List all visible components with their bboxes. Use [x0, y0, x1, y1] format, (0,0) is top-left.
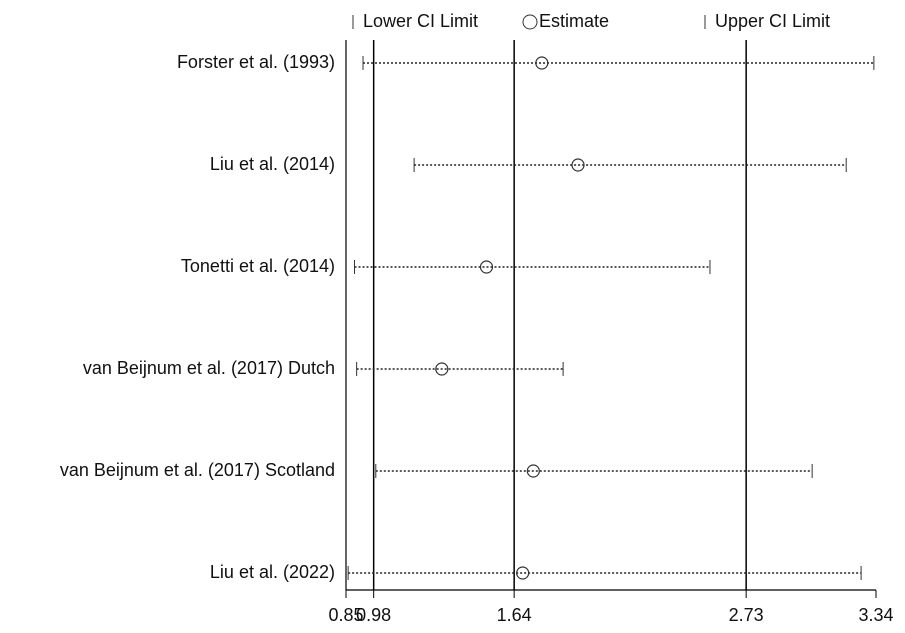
category-label: Tonetti et al. (2014) — [181, 256, 335, 276]
category-label: Liu et al. (2014) — [210, 154, 335, 174]
estimate-mark — [516, 566, 530, 580]
estimate-mark — [571, 158, 585, 172]
x-tick-label: 1.64 — [497, 605, 532, 625]
estimate-mark — [535, 56, 549, 70]
x-tick-label: 2.73 — [729, 605, 764, 625]
x-tick-label: 0.98 — [356, 605, 391, 625]
legend-label: Estimate — [539, 11, 609, 31]
category-label: Liu et al. (2022) — [210, 562, 335, 582]
x-tick-label: 0.85 — [328, 605, 363, 625]
category-label: van Beijnum et al. (2017) Dutch — [83, 358, 335, 378]
x-tick-label: 3.34 — [858, 605, 893, 625]
legend-label: Lower CI Limit — [363, 11, 478, 31]
estimate-mark — [526, 464, 540, 478]
category-label: van Beijnum et al. (2017) Scotland — [60, 460, 335, 480]
estimate-mark — [435, 362, 449, 376]
legend-label: Upper CI Limit — [715, 11, 830, 31]
estimate-mark — [479, 260, 494, 274]
legend-symbol — [522, 14, 538, 30]
category-label: Forster et al. (1993) — [177, 52, 335, 72]
